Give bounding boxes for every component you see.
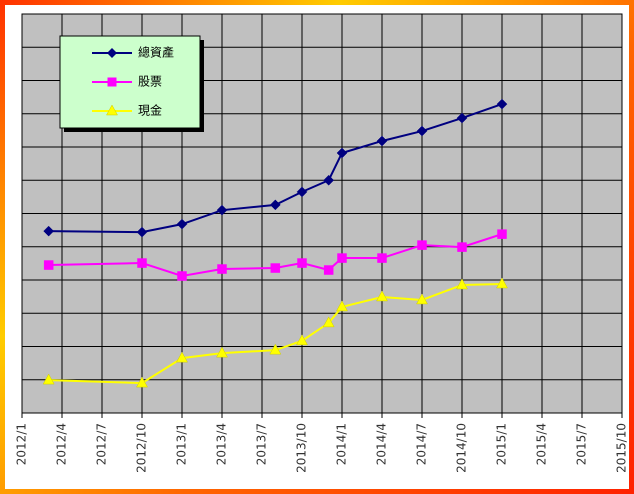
x-tick-label: 2014/7 (415, 423, 429, 465)
data-point (416, 125, 428, 137)
data-point (376, 135, 388, 147)
legend-marker (107, 77, 117, 87)
x-tick-label: 2013/10 (295, 423, 309, 473)
chart: 2012/1 2012/4 2012/7 2012/10 2013/1 2013/4 201… (15, 13, 629, 473)
series-line (48, 103, 503, 234)
data-point (43, 225, 55, 237)
data-point (270, 263, 281, 273)
x-tick-label: 2012/1 (15, 423, 29, 465)
data-point (456, 278, 468, 290)
data-point (216, 204, 228, 216)
data-point (136, 376, 148, 388)
data-point (269, 343, 282, 355)
data-point (337, 253, 347, 263)
data-point (457, 242, 467, 252)
legend-label: 總資產 (138, 45, 174, 60)
data-point (323, 174, 335, 186)
data-point (336, 147, 348, 159)
data-point (376, 290, 388, 302)
legend-label: 股票 (138, 75, 162, 89)
data-point (43, 260, 54, 270)
x-tick-label: 2015/1 (495, 423, 509, 465)
x-tick-label: 2014/4 (375, 423, 389, 465)
x-tick-label: 2014/10 (455, 423, 469, 473)
data-point (297, 258, 307, 268)
data-point (322, 316, 335, 328)
x-tick-label: 2013/1 (175, 423, 189, 465)
data-point (216, 346, 228, 358)
data-point (416, 293, 428, 305)
data-point (496, 277, 508, 289)
x-tick-label: 2014/1 (335, 423, 349, 465)
x-tick-label: 2015/7 (575, 423, 589, 465)
data-point (176, 351, 188, 363)
legend-marker (107, 48, 117, 58)
data-point (217, 264, 227, 274)
x-tick-label: 2012/10 (135, 423, 149, 473)
data-point (336, 300, 348, 312)
series-line (48, 233, 503, 278)
data-point (497, 229, 507, 239)
series-line (48, 282, 503, 385)
legend-marker (106, 104, 118, 116)
data-point (296, 334, 308, 346)
data-point (296, 186, 308, 198)
legend-label: 現金 (138, 103, 162, 118)
data-point (136, 226, 148, 238)
data-point (137, 258, 147, 268)
x-tick-label: 2012/4 (55, 423, 69, 465)
data-point (377, 253, 387, 263)
data-point (417, 240, 427, 250)
data-point (42, 373, 55, 385)
x-tick-label: 2013/4 (215, 423, 229, 465)
data-point (456, 112, 468, 124)
data-point (177, 271, 187, 281)
x-tick-label: 2015/4 (535, 423, 549, 465)
data-point (176, 218, 188, 230)
x-tick-label: 2013/7 (255, 423, 269, 465)
x-tick-label: 2012/7 (95, 423, 109, 465)
data-point (496, 98, 508, 110)
data-point (269, 199, 281, 211)
data-point (323, 265, 334, 275)
x-tick-label: 2015/10 (615, 423, 629, 473)
